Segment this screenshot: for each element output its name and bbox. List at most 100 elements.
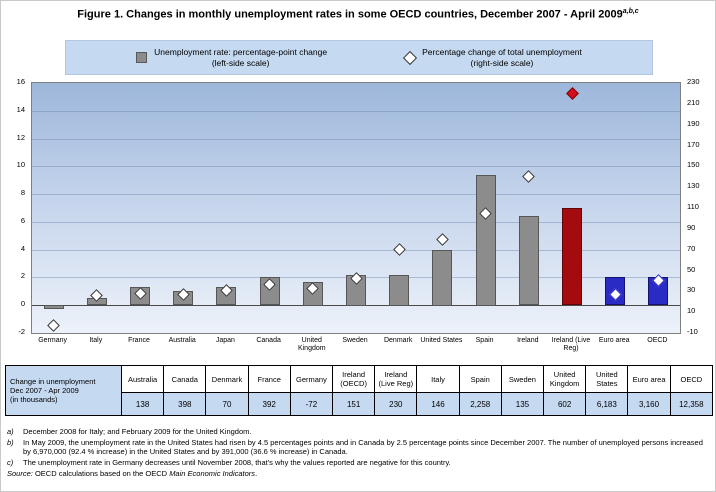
footnote-marker: b)	[7, 437, 14, 447]
table-value-germany: -72	[289, 392, 334, 416]
bar-series-label-line2: (left-side scale)	[211, 57, 270, 68]
left-axis: 16 14 12 10 8 6 4 2 0 -2	[1, 78, 27, 336]
left-axis-tick-16: 16	[16, 77, 25, 86]
left-axis-tick-6: 6	[20, 215, 25, 225]
legend-item-diamond-series: Percentage change of total unemployment …	[403, 47, 582, 69]
table-value-united-states: 6,183	[585, 392, 629, 416]
diamond-united-states	[436, 233, 449, 246]
left-axis-tick-0: 0	[20, 299, 25, 309]
table-header-france: France	[247, 365, 291, 393]
table-row-label-line: (in thousands)	[10, 395, 58, 404]
table-header-united-kingdom: United Kingdom	[543, 365, 587, 393]
bar-ireland-live-reg	[562, 208, 582, 305]
right-axis-tick-30: 30	[687, 285, 696, 295]
source-label: Source:	[7, 469, 33, 478]
footnote-text: In May 2009, the unemployment rate in th…	[23, 437, 703, 457]
left-axis-tick--2: -2	[18, 327, 25, 336]
table-value-ireland-oecd: 151	[332, 392, 376, 416]
diamond-germany	[47, 319, 60, 332]
diamond-series-marker-icon	[403, 50, 418, 65]
diamond-series-label: Percentage change of total unemployment …	[422, 47, 582, 69]
figure-title-note-marks: a,b,c	[622, 8, 639, 15]
bar-series-label: Unemployment rate: percentage-point chan…	[154, 47, 327, 69]
figure-number: Figure 1.	[77, 8, 124, 21]
x-label-oecd: OECD	[647, 337, 668, 344]
x-label-united-kingdom: United Kingdom	[297, 337, 326, 352]
table-header-ireland-live-reg: Ireland (Live Reg)	[374, 365, 418, 393]
left-axis-tick-12: 12	[16, 132, 25, 142]
table-value-united-kingdom: 602	[543, 392, 587, 416]
table-value-denmark: 70	[205, 392, 249, 416]
x-label-sweden: Sweden	[342, 337, 368, 344]
x-label-germany: Germany	[38, 337, 67, 344]
table-header-australia: Australia	[120, 365, 165, 393]
bar-series-marker-icon	[136, 52, 148, 63]
table-row-label-line: Change in unemployment	[10, 377, 96, 386]
table-value-spain: 2,258	[458, 392, 502, 416]
legend-item-bar-series: Unemployment rate: percentage-point chan…	[136, 47, 327, 69]
bar-series-label-line1: Unemployment rate: percentage-point chan…	[154, 46, 328, 57]
table-value-sweden: 135	[500, 392, 545, 416]
right-axis-tick-210: 210	[687, 97, 700, 107]
figure-title-text: Changes in monthly unemployment rates in…	[123, 8, 623, 21]
x-label-denmark: Denmark	[383, 337, 413, 344]
right-axis: 230 210 190 170 150 130 110 90 70 50 30 10 -10	[685, 78, 715, 336]
x-label-australia: Australia	[168, 337, 196, 344]
right-axis-tick-190: 190	[687, 118, 700, 128]
table-header-denmark: Denmark	[205, 365, 249, 393]
diamond-ireland-live-reg	[566, 87, 579, 100]
right-axis-tick-90: 90	[687, 222, 696, 232]
table-value-italy: 146	[416, 392, 460, 416]
gridline-6	[32, 222, 680, 223]
footnote-a: a) December 2008 for Italy; and February …	[7, 427, 711, 437]
table-header-germany: Germany	[289, 365, 334, 393]
gridline-14	[32, 111, 680, 112]
footnote-text: December 2008 for Italy; and February 20…	[23, 427, 252, 436]
source-line: Source: OECD calculations based on the O…	[7, 469, 711, 479]
left-axis-tick-2: 2	[20, 271, 25, 281]
table-header-oecd: OECD	[669, 365, 714, 393]
left-axis-tick-14: 14	[16, 104, 25, 114]
change-in-unemployment-table: Change in unemployment Dec 2007 - Apr 200…	[5, 365, 714, 416]
source-text: OECD calculations based on the OECD	[32, 469, 170, 478]
x-label-ireland-live-reg: Ireland (Live Reg)	[551, 337, 591, 352]
x-label-canada: Canada	[256, 337, 281, 344]
table-value-euro-area: 3,160	[627, 392, 671, 416]
x-label-ireland: Ireland	[517, 337, 539, 344]
footnote-marker: a)	[7, 427, 14, 436]
right-axis-tick-70: 70	[687, 243, 696, 253]
bar-ireland	[519, 216, 539, 305]
x-label-spain: Spain	[475, 337, 494, 344]
right-axis-tick-10: 10	[687, 306, 696, 316]
table-header-canada: Canada	[163, 365, 207, 393]
table-value-france: 392	[247, 392, 291, 416]
right-axis-tick-130: 130	[687, 181, 700, 191]
gridline-10	[32, 166, 680, 167]
diamond-denmark	[393, 243, 406, 256]
gridline-4	[32, 250, 680, 251]
right-axis-tick-110: 110	[687, 202, 699, 211]
plot-area	[31, 82, 681, 334]
right-axis-tick-230: 230	[687, 77, 700, 86]
footnotes: a) December 2008 for Italy; and February …	[7, 427, 711, 479]
bar-spain	[476, 175, 496, 306]
x-label-united-states: United States	[420, 337, 463, 344]
source-publication: Main Economic Indicators	[169, 469, 256, 478]
x-label-italy: Italy	[89, 337, 103, 344]
table-value-australia: 138	[120, 392, 165, 416]
right-axis-tick-150: 150	[687, 160, 700, 170]
diamond-ireland	[522, 170, 535, 183]
table-header-ireland-oecd: Ireland (OECD)	[332, 365, 376, 393]
x-label-france: France	[128, 337, 150, 344]
chart-legend: Unemployment rate: percentage-point chan…	[65, 40, 653, 75]
gridline-12	[32, 139, 680, 140]
table-value-ireland-live-reg: 230	[374, 392, 418, 416]
footnote-text: The unemployment rate in Germany decreas…	[23, 457, 451, 467]
diamond-series-label-line1: Percentage change of total unemployment	[422, 46, 582, 57]
footnote-marker: c)	[7, 457, 14, 467]
table-value-oecd: 12,358	[669, 392, 714, 416]
figure-title: Figure 1. Changes in monthly unemploymen…	[1, 8, 715, 21]
x-label-japan: Japan	[215, 337, 235, 344]
table-value-canada: 398	[163, 392, 207, 416]
